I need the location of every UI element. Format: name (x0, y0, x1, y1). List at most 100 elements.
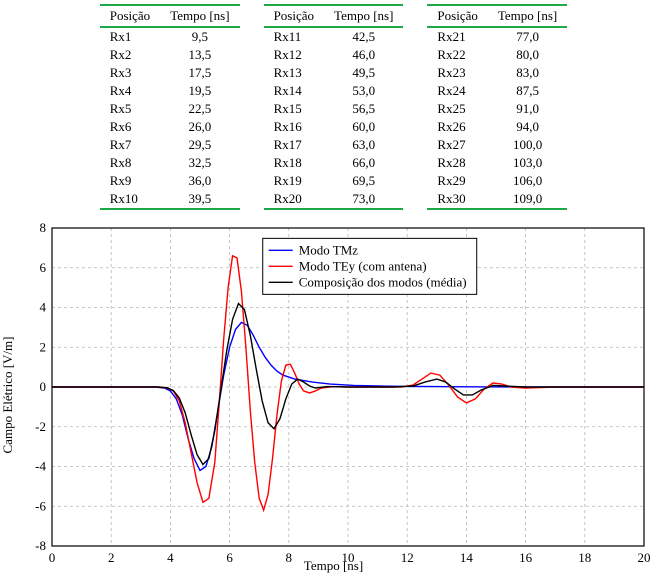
table-row: Rx2073,0 (264, 190, 404, 209)
table-2-body: Rx1142,5Rx1246,0Rx1349,5Rx1453,0Rx1556,5… (264, 27, 404, 209)
cell-pos: Rx1 (100, 27, 160, 46)
table-row: Rx522,5 (100, 100, 240, 118)
cell-pos: Rx16 (264, 118, 324, 136)
svg-text:16: 16 (519, 550, 533, 565)
cell-time: 17,5 (160, 64, 239, 82)
cell-time: 77,0 (488, 27, 567, 46)
cell-pos: Rx15 (264, 100, 324, 118)
cell-pos: Rx12 (264, 46, 324, 64)
cell-time: 91,0 (488, 100, 567, 118)
table-row: Rx936,0 (100, 172, 240, 190)
svg-text:4: 4 (167, 550, 174, 565)
line-chart: Campo Elétrico [V/m] -8-6-4-202468024681… (14, 220, 654, 570)
cell-time: 29,5 (160, 136, 239, 154)
cell-pos: Rx20 (264, 190, 324, 209)
cell-time: 73,0 (324, 190, 403, 209)
cell-pos: Rx3 (100, 64, 160, 82)
table-row: Rx19,5 (100, 27, 240, 46)
cell-time: 69,5 (324, 172, 403, 190)
cell-pos: Rx5 (100, 100, 160, 118)
cell-time: 49,5 (324, 64, 403, 82)
table-row: Rx2591,0 (427, 100, 567, 118)
cell-time: 36,0 (160, 172, 239, 190)
tables-container: Posição Tempo [ns] Rx19,5Rx213,5Rx317,5R… (0, 0, 667, 220)
svg-text:-6: -6 (35, 498, 46, 513)
svg-text:4: 4 (39, 300, 46, 315)
svg-text:2: 2 (107, 550, 114, 565)
table-row: Rx2383,0 (427, 64, 567, 82)
cell-time: 100,0 (488, 136, 567, 154)
cell-pos: Rx19 (264, 172, 324, 190)
cell-time: 66,0 (324, 154, 403, 172)
cell-time: 13,5 (160, 46, 239, 64)
cell-time: 103,0 (488, 154, 567, 172)
cell-pos: Rx18 (264, 154, 324, 172)
cell-pos: Rx30 (427, 190, 487, 209)
table-row: Rx28103,0 (427, 154, 567, 172)
cell-pos: Rx23 (427, 64, 487, 82)
cell-time: 9,5 (160, 27, 239, 46)
cell-time: 109,0 (488, 190, 567, 209)
table-1-body: Rx19,5Rx213,5Rx317,5Rx419,5Rx522,5Rx626,… (100, 27, 240, 209)
svg-text:Modo TMz: Modo TMz (298, 242, 358, 257)
table-row: Rx2280,0 (427, 46, 567, 64)
cell-pos: Rx27 (427, 136, 487, 154)
cell-time: 106,0 (488, 172, 567, 190)
cell-pos: Rx26 (427, 118, 487, 136)
table-row: Rx832,5 (100, 154, 240, 172)
table-3: Posição Tempo [ns] Rx2177,0Rx2280,0Rx238… (427, 4, 567, 210)
svg-text:8: 8 (285, 550, 292, 565)
cell-time: 60,0 (324, 118, 403, 136)
table-row: Rx2694,0 (427, 118, 567, 136)
table-row: Rx729,5 (100, 136, 240, 154)
table-row: Rx1349,5 (264, 64, 404, 82)
table-row: Rx1969,5 (264, 172, 404, 190)
table-row: Rx2177,0 (427, 27, 567, 46)
table-row: Rx419,5 (100, 82, 240, 100)
table-row: Rx1556,5 (264, 100, 404, 118)
svg-text:-8: -8 (35, 538, 46, 553)
cell-pos: Rx17 (264, 136, 324, 154)
cell-time: 22,5 (160, 100, 239, 118)
svg-text:Modo TEy (com antena): Modo TEy (com antena) (298, 258, 426, 273)
svg-text:8: 8 (39, 220, 46, 235)
table-2: Posição Tempo [ns] Rx1142,5Rx1246,0Rx134… (264, 4, 404, 210)
table-row: Rx1763,0 (264, 136, 404, 154)
svg-text:0: 0 (39, 379, 46, 394)
svg-text:-2: -2 (35, 419, 46, 434)
cell-pos: Rx13 (264, 64, 324, 82)
cell-time: 83,0 (488, 64, 567, 82)
col-time: Tempo [ns] (488, 5, 567, 27)
col-pos: Posição (427, 5, 487, 27)
table-row: Rx1453,0 (264, 82, 404, 100)
svg-text:6: 6 (226, 550, 233, 565)
cell-time: 53,0 (324, 82, 403, 100)
table-row: Rx2487,5 (427, 82, 567, 100)
cell-pos: Rx4 (100, 82, 160, 100)
table-3-body: Rx2177,0Rx2280,0Rx2383,0Rx2487,5Rx2591,0… (427, 27, 567, 209)
svg-text:20: 20 (637, 550, 650, 565)
chart-svg: -8-6-4-20246802468101214161820Modo TMzMo… (14, 220, 654, 570)
cell-pos: Rx21 (427, 27, 487, 46)
svg-text:12: 12 (400, 550, 413, 565)
svg-text:2: 2 (39, 339, 46, 354)
cell-pos: Rx22 (427, 46, 487, 64)
cell-pos: Rx8 (100, 154, 160, 172)
cell-pos: Rx9 (100, 172, 160, 190)
col-time: Tempo [ns] (324, 5, 403, 27)
cell-time: 39,5 (160, 190, 239, 209)
cell-time: 32,5 (160, 154, 239, 172)
cell-pos: Rx28 (427, 154, 487, 172)
table-1: Posição Tempo [ns] Rx19,5Rx213,5Rx317,5R… (100, 4, 240, 210)
svg-text:18: 18 (578, 550, 591, 565)
table-row: Rx1866,0 (264, 154, 404, 172)
table-row: Rx1142,5 (264, 27, 404, 46)
cell-time: 87,5 (488, 82, 567, 100)
table-row: Rx30109,0 (427, 190, 567, 209)
cell-pos: Rx11 (264, 27, 324, 46)
svg-text:-4: -4 (35, 459, 46, 474)
col-time: Tempo [ns] (160, 5, 239, 27)
cell-pos: Rx24 (427, 82, 487, 100)
y-axis-label: Campo Elétrico [V/m] (0, 337, 16, 454)
cell-pos: Rx29 (427, 172, 487, 190)
